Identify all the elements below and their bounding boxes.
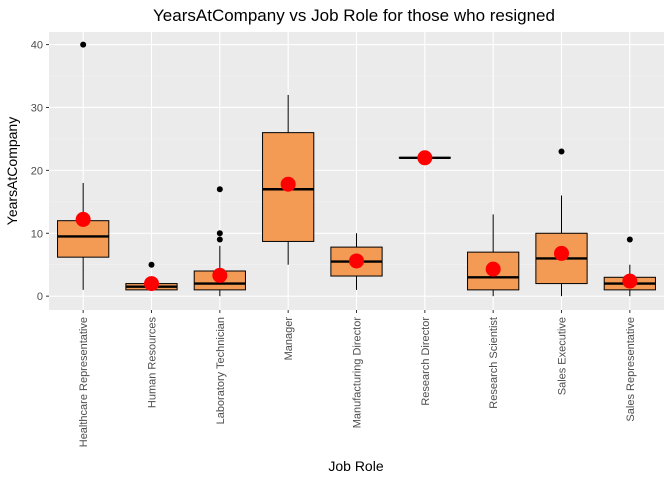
box-group	[535, 148, 588, 297]
outlier-point	[558, 148, 565, 155]
y-axis-title: YearsAtCompany	[4, 117, 20, 225]
mean-point	[417, 150, 433, 166]
x-tick-label: Research Director	[420, 317, 432, 406]
x-tick-label: Research Scientist	[488, 317, 500, 409]
x-tick-label: Sales Executive	[557, 317, 569, 395]
x-tick-label: Human Resources	[147, 317, 159, 409]
box-series	[57, 41, 656, 297]
box-group	[467, 214, 520, 297]
x-tick-label: Healthcare Representative	[78, 317, 90, 447]
x-tick-label: Manager	[283, 317, 295, 361]
mean-point	[554, 245, 569, 261]
box-group	[603, 236, 656, 297]
x-axis-title: Job Role	[328, 458, 383, 474]
box-group	[125, 261, 178, 292]
outlier-point	[80, 41, 87, 48]
y-tick-label: 20	[31, 165, 43, 177]
chart-title: YearsAtCompany vs Job Role for those who…	[153, 6, 555, 25]
mean-point	[144, 276, 159, 292]
mean-point	[349, 253, 364, 269]
outlier-point	[626, 236, 633, 243]
mean-point	[280, 176, 296, 192]
box-group	[57, 41, 110, 290]
outlier-point	[148, 261, 155, 268]
outlier-point	[216, 230, 223, 237]
outlier-point	[216, 186, 223, 193]
y-tick-label: 30	[31, 102, 43, 114]
box-group	[330, 233, 383, 290]
y-axis: 0 10 20 30 40	[31, 40, 49, 303]
x-tick-label: Laboratory Technician	[215, 317, 227, 424]
x-axis: Healthcare Representative Human Resources…	[78, 310, 637, 447]
x-tick-label: Manufacturing Director	[352, 317, 364, 429]
mean-point	[485, 261, 501, 277]
box-group	[398, 150, 451, 166]
mean-point	[212, 267, 228, 283]
outlier-point	[216, 236, 223, 243]
y-tick-label: 40	[31, 40, 43, 52]
mean-point	[622, 273, 638, 289]
y-tick-label: 0	[37, 291, 43, 303]
x-tick-label: Sales Representative	[625, 317, 637, 422]
box-group	[262, 94, 315, 265]
box-group	[193, 186, 246, 297]
mean-point	[75, 211, 91, 227]
y-tick-label: 10	[31, 228, 43, 240]
